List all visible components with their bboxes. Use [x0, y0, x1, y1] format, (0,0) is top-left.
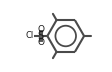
Text: O: O [37, 38, 44, 47]
Text: Cl: Cl [25, 32, 34, 40]
Text: O: O [37, 25, 44, 34]
Text: S: S [38, 31, 44, 41]
